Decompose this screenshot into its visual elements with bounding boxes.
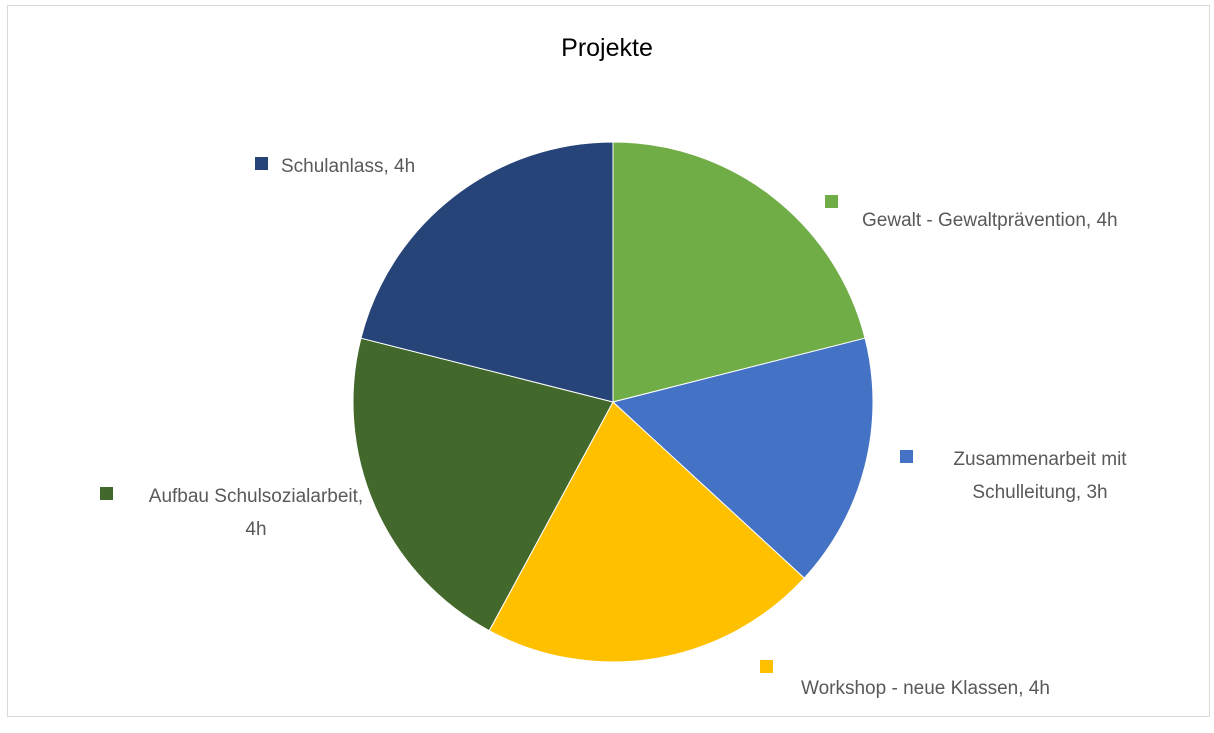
data-label: Gewalt - Gewaltprävention, 4h bbox=[862, 210, 1118, 231]
pie-slice bbox=[360, 141, 614, 403]
pie-slice bbox=[488, 401, 805, 663]
pie-slice bbox=[352, 337, 614, 632]
pie-slice bbox=[612, 141, 866, 403]
label-swatch bbox=[900, 450, 913, 463]
data-label: Zusammenarbeit mit Schulleitung, 3h bbox=[953, 449, 1127, 503]
chart-title: Projekte bbox=[561, 34, 653, 62]
data-label: Aufbau Schulsozialarbeit, 4h bbox=[148, 486, 364, 540]
pie-slice bbox=[611, 337, 874, 579]
label-swatch bbox=[760, 660, 773, 673]
label-swatch bbox=[100, 487, 113, 500]
data-label: Workshop - neue Klassen, 4h bbox=[801, 678, 1050, 699]
label-swatch bbox=[255, 157, 268, 170]
data-label: Schulanlass, 4h bbox=[281, 156, 416, 177]
label-swatch bbox=[825, 195, 838, 208]
